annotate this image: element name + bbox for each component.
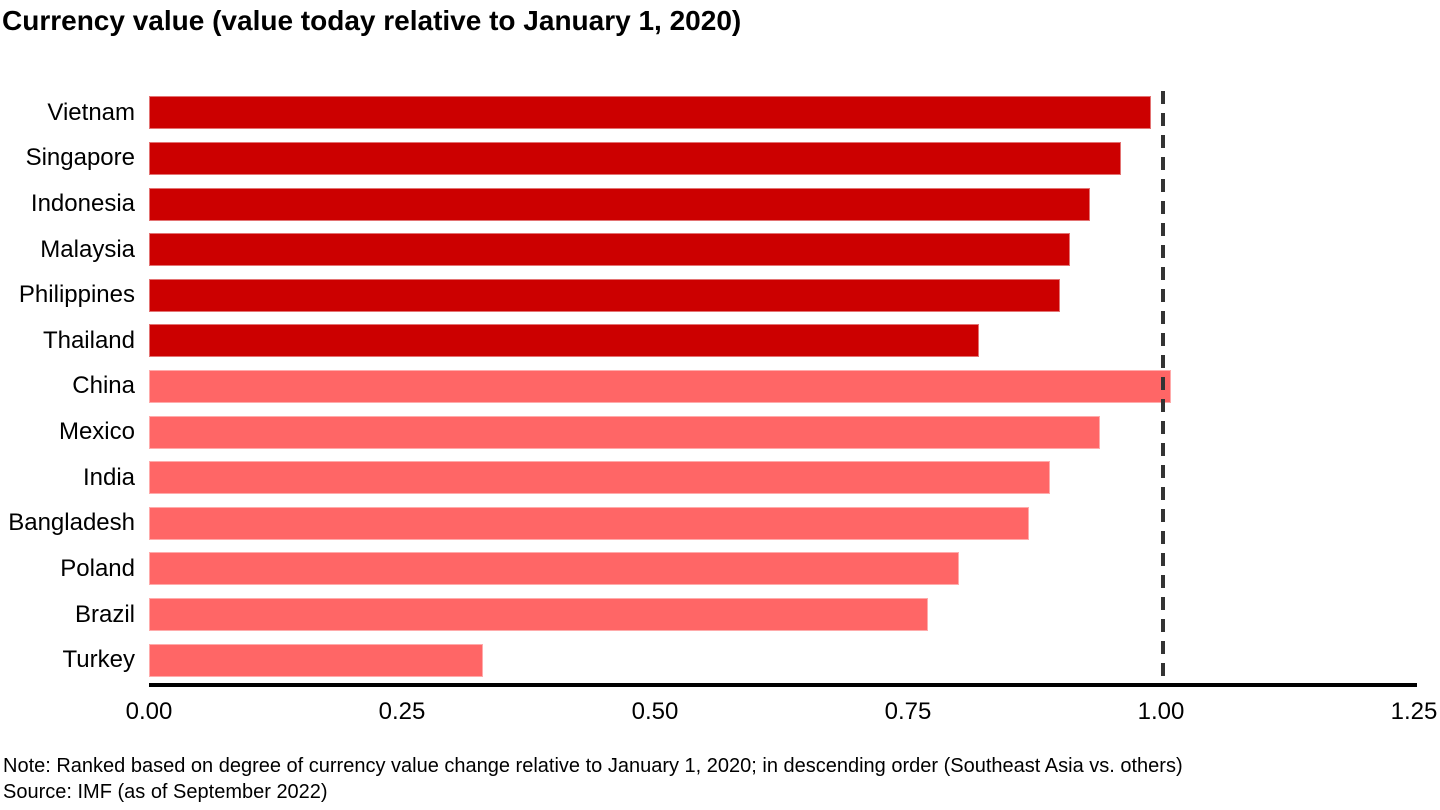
bar-track [149,552,1414,586]
bar-track [149,324,1414,358]
bar-track [149,415,1414,449]
x-axis-line [149,683,1417,687]
category-label-india: India [82,463,135,491]
bar-track [149,643,1414,677]
chart-title: Currency value (value today relative to … [2,5,742,36]
bar-track [149,187,1414,221]
chart-row: China [0,364,1414,410]
chart-row: Vietnam [0,90,1414,136]
bar-track [149,278,1414,312]
footnotes: Note: Ranked based on degree of currency… [3,753,1183,805]
category-label-turkey: Turkey [62,646,135,674]
bar-turkey [149,643,483,677]
x-tick-label-0.75: 0.75 [884,698,932,725]
category-label-malaysia: Malaysia [40,235,135,263]
bar-thailand [149,324,979,358]
bar-track [149,461,1414,495]
category-label-bangladesh: Bangladesh [8,509,135,537]
bar-track [149,598,1414,631]
x-tick-label-0.00: 0.00 [125,698,173,725]
x-tick-label-0.50: 0.50 [631,698,679,725]
bar-track [149,369,1414,403]
category-label-brazil: Brazil [74,600,135,628]
chart-row: Indonesia [0,181,1414,227]
chart-row: India [0,455,1414,501]
bar-track [149,96,1414,130]
bar-mexico [149,415,1101,449]
chart-row: Poland [0,546,1414,592]
category-label-poland: Poland [60,554,135,582]
bar-poland [149,552,959,586]
bar-bangladesh [149,506,1030,540]
source-text: Source: IMF (as of September 2022) [3,781,328,803]
bar-brazil [149,598,929,631]
note-text: Note: Ranked based on degree of currency… [3,755,1183,777]
chart-row: Singapore [0,136,1414,182]
bar-china [149,369,1172,403]
bar-india [149,461,1050,495]
bar-philippines [149,278,1060,312]
reference-line [1161,91,1165,683]
x-tick-label-1.00: 1.00 [1137,698,1185,725]
chart-row: Malaysia [0,227,1414,273]
bar-malaysia [149,233,1070,267]
chart-row: Philippines [0,272,1414,318]
category-label-philippines: Philippines [18,281,135,309]
bar-track [149,506,1414,540]
category-label-mexico: Mexico [58,418,135,446]
category-label-vietnam: Vietnam [47,98,135,126]
category-label-china: China [72,372,135,400]
x-axis-ticks: 0.00 0.25 0.50 0.75 1.00 1.25 [126,698,1438,728]
category-label-indonesia: Indonesia [30,190,135,218]
x-tick-label-0.25: 0.25 [378,698,426,725]
chart-row: Mexico [0,409,1414,455]
bar-track [149,141,1414,175]
bar-indonesia [149,187,1091,221]
bar-chart: Vietnam Singapore Indonesia Malaysia Philipp… [0,90,1440,750]
chart-rows: Vietnam Singapore Indonesia Malaysia Philipp… [0,90,1414,683]
x-tick-label-1.25: 1.25 [1390,698,1438,725]
chart-row: Brazil [0,592,1414,638]
chart-row: Thailand [0,318,1414,364]
bar-singapore [149,141,1121,175]
chart-row: Bangladesh [0,500,1414,546]
chart-row: Turkey [0,637,1414,683]
bar-vietnam [149,96,1151,130]
category-label-singapore: Singapore [25,144,135,172]
bar-track [149,233,1414,267]
category-label-thailand: Thailand [42,326,135,354]
